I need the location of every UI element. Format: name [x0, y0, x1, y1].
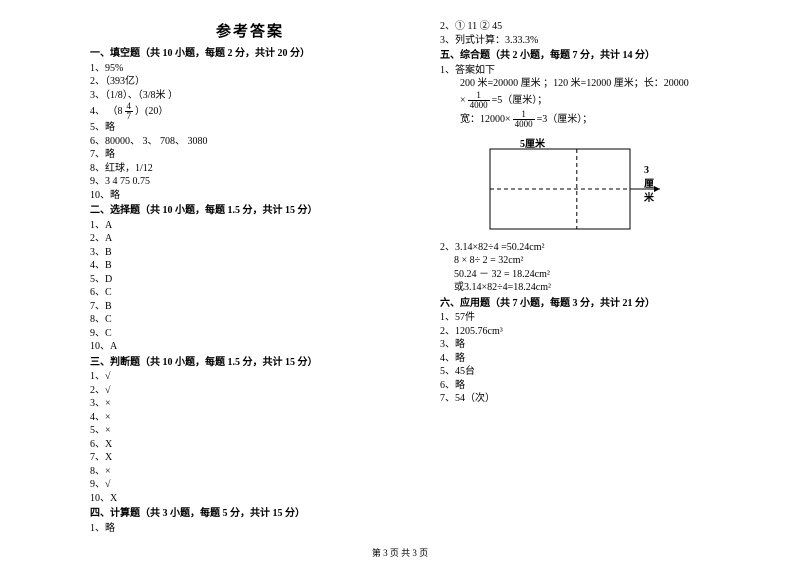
s6-a3: 3、略 [440, 338, 760, 352]
s1-a4-den: 7 [125, 112, 134, 121]
s5-f2-num: 1 [513, 110, 535, 120]
s1-a9: 9、3 4 75 0.75 [90, 175, 410, 189]
s3-a8: 8、× [90, 465, 410, 479]
s6-a2: 2、1205.76cm³ [440, 325, 760, 339]
s5-f2-den: 4000 [513, 120, 535, 129]
s5-l2b: =5（厘米）； [492, 94, 548, 105]
s6-a7: 7、54（次） [440, 392, 760, 406]
s5-a2: 2、3.14×82÷4 =50.24cm² [440, 241, 760, 255]
s2-a4: 4、B [90, 259, 410, 273]
s1-a6: 6、80000、 3、 708、 3080 [90, 135, 410, 149]
s1-a8: 8、红球，1/12 [90, 162, 410, 176]
s2-a3: 3、B [90, 246, 410, 260]
svg-text:米: 米 [644, 191, 655, 204]
s1-a7: 7、略 [90, 148, 410, 162]
s5-f1: 14000 [468, 91, 490, 110]
right-column: 2、① 11 ② 45 3、列式计算：3.33.3% 五、综合题（共 2 小题，… [440, 20, 760, 535]
left-column: 参考答案 一、填空题（共 10 小题，每题 2 分，共计 20 分） 1、95%… [90, 20, 410, 535]
s3-a5: 5、× [90, 424, 410, 438]
s3-a2: 2、√ [90, 384, 410, 398]
section-5-head: 五、综合题（共 2 小题，每题 7 分，共计 14 分） [440, 49, 760, 63]
rectangle-diagram: 5厘米 3 厘米 [480, 135, 760, 235]
rect-svg: 5厘米 3 厘米 [480, 135, 700, 235]
page-footer: 第 3 页 共 3 页 [0, 546, 800, 559]
section-1-head: 一、填空题（共 10 小题，每题 2 分，共计 20 分） [90, 47, 410, 61]
s5-l1: 200 米=20000 厘米 ；120 米=12000 厘米；长：20000 [460, 77, 760, 91]
s1-a4-pre: 4、 [90, 106, 105, 117]
s6-a1: 1、57件 [440, 311, 760, 325]
s2-a2: 2、A [90, 232, 410, 246]
s5-l3a: 宽：12000× [460, 113, 511, 124]
s3-a10: 10、X [90, 492, 410, 506]
section-4-head: 四、计算题（共 3 小题，每题 5 分，共计 15 分） [90, 507, 410, 521]
page: 参考答案 一、填空题（共 10 小题，每题 2 分，共计 20 分） 1、95%… [0, 0, 800, 565]
s6-a4: 4、略 [440, 352, 760, 366]
columns: 参考答案 一、填空题（共 10 小题，每题 2 分，共计 20 分） 1、95%… [90, 20, 760, 535]
svg-text:3: 3 [644, 165, 649, 176]
s3-a7: 7、X [90, 451, 410, 465]
section-2-head: 二、选择题（共 10 小题，每题 1.5 分，共计 15 分） [90, 204, 410, 218]
s1-a4-close: ）(20） [135, 106, 168, 117]
s2-a7: 7、B [90, 300, 410, 314]
s5-l3: 宽：12000×14000=3（厘米）； [460, 110, 760, 129]
section-3-head: 三、判断题（共 10 小题，每题 1.5 分，共计 15 分） [90, 356, 410, 370]
s2-a10: 10、A [90, 340, 410, 354]
s1-a5: 5、略 [90, 121, 410, 135]
page-title: 参考答案 [90, 20, 410, 41]
s1-a10: 10、略 [90, 189, 410, 203]
s5-a2d: 或3.14×82÷4=18.24cm² [454, 281, 760, 295]
s1-a4-frac: 47 [125, 102, 134, 121]
pre-l2: 3、列式计算：3.33.3% [440, 34, 760, 48]
s3-a1: 1、√ [90, 370, 410, 384]
s3-a3: 3、× [90, 397, 410, 411]
pre-l1: 2、① 11 ② 45 [440, 20, 760, 34]
s3-a9: 9、√ [90, 478, 410, 492]
s1-a2: 2、（393亿） [90, 75, 410, 89]
s1-a4-open: （8 [108, 106, 123, 117]
svg-text:5厘米: 5厘米 [520, 137, 546, 150]
s1-a1: 1、95% [90, 62, 410, 76]
s3-a4: 4、× [90, 411, 410, 425]
s5-a2c: 50.24 － 32 = 18.24cm² [454, 268, 760, 282]
s2-a6: 6、C [90, 286, 410, 300]
s5-l3b: =3（厘米）； [537, 113, 593, 124]
s4-a1: 1、略 [90, 522, 410, 536]
section-6-head: 六、应用题（共 7 小题，每题 3 分，共计 21 分） [440, 297, 760, 311]
s2-a9: 9、C [90, 327, 410, 341]
s6-a6: 6、略 [440, 379, 760, 393]
s3-a6: 6、X [90, 438, 410, 452]
s5-a1: 1、答案如下 [440, 64, 760, 78]
s5-l2: ×14000=5（厘米）； [460, 91, 760, 110]
s5-a2b: 8 × 8÷ 2 = 32cm² [454, 254, 760, 268]
s2-a8: 8、C [90, 313, 410, 327]
s5-l2a: × [460, 94, 466, 105]
s5-f1-den: 4000 [468, 101, 490, 110]
s2-a5: 5、D [90, 273, 410, 287]
s1-a3: 3、（1/8）、（3/8米 ） [90, 89, 410, 103]
s5-f2: 14000 [513, 110, 535, 129]
s2-a1: 1、A [90, 219, 410, 233]
s6-a5: 5、45台 [440, 365, 760, 379]
s1-a4: 4、 （847）(20） [90, 102, 410, 121]
s5-f1-num: 1 [468, 91, 490, 101]
svg-text:厘: 厘 [644, 178, 654, 190]
